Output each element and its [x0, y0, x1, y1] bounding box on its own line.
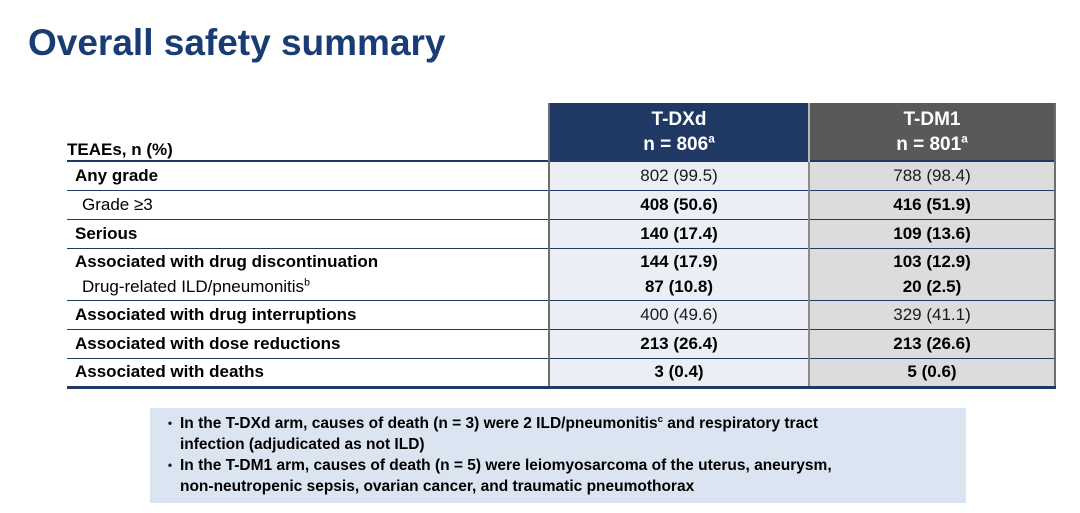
- row-drug-interruptions: Associated with drug interruptions 400 (…: [67, 300, 1056, 329]
- tdxd-value: 213 (26.4): [548, 329, 809, 358]
- bullet-icon: •: [167, 416, 173, 430]
- row-label: Serious: [67, 219, 549, 248]
- footnote-marker-a: a: [961, 132, 968, 146]
- row-grade-ge3: Grade ≥3 408 (50.6) 416 (51.9): [67, 190, 1056, 219]
- row-label: Any grade: [67, 161, 549, 190]
- row-any-grade: Any grade 802 (99.5) 788 (98.4): [67, 161, 1056, 190]
- tdm1-value: 788 (98.4): [808, 161, 1056, 190]
- column-header-tdxd: T-DXd n = 806a: [548, 103, 809, 161]
- page-title: Overall safety summary: [28, 22, 446, 63]
- tdxd-value: 802 (99.5): [548, 161, 809, 190]
- row-label: Grade ≥3: [67, 190, 549, 219]
- note-bullet-tdm1: • In the T-DM1 arm, causes of death (n =…: [160, 455, 952, 497]
- tdxd-value: 3 (0.4): [548, 358, 809, 387]
- death-causes-note-box: • In the T-DXd arm, causes of death (n =…: [150, 408, 966, 503]
- footnote-marker-a: a: [708, 132, 715, 146]
- tdm1-drug-name: T-DM1: [903, 108, 961, 130]
- tdxd-drug-name: T-DXd: [651, 108, 707, 130]
- tdm1-value: 416 (51.9): [808, 190, 1056, 219]
- tdm1-value: 109 (13.6): [808, 219, 1056, 248]
- row-label: Associated with deaths: [67, 358, 549, 387]
- tdm1-value: 213 (26.6): [808, 329, 1056, 358]
- tdxd-n-count: n = 806a: [643, 132, 715, 155]
- safety-summary-table: TEAEs, n (%) T-DXd n = 806a T-DM1 n = 80…: [67, 103, 1056, 389]
- table-corner-label: TEAEs, n (%): [67, 103, 549, 161]
- tdxd-value: 144 (17.9) 87 (10.8): [548, 248, 809, 300]
- tdm1-n-count: n = 801a: [896, 132, 968, 155]
- bullet-icon: •: [167, 458, 173, 472]
- tdxd-value: 400 (49.6): [548, 300, 809, 329]
- table-header-row: TEAEs, n (%) T-DXd n = 806a T-DM1 n = 80…: [67, 103, 1056, 161]
- tdm1-value: 5 (0.6): [808, 358, 1056, 387]
- tdm1-value: 329 (41.1): [808, 300, 1056, 329]
- row-serious: Serious 140 (17.4) 109 (13.6): [67, 219, 1056, 248]
- footnote-marker-b: b: [304, 276, 310, 289]
- row-deaths: Associated with deaths 3 (0.4) 5 (0.6): [67, 358, 1056, 387]
- row-label: Associated with dose reductions: [67, 329, 549, 358]
- row-label: Associated with drug interruptions: [67, 300, 549, 329]
- column-header-tdm1: T-DM1 n = 801a: [808, 103, 1056, 161]
- tdxd-value: 408 (50.6): [548, 190, 809, 219]
- row-label: Associated with drug discontinuation Dru…: [67, 248, 549, 300]
- footnote-marker-c: c: [657, 413, 663, 425]
- note-text: In the T-DM1 arm, causes of death (n = 5…: [180, 457, 832, 495]
- row-drug-discontinuation: Associated with drug discontinuation Dru…: [67, 248, 1056, 300]
- note-bullet-tdxd: • In the T-DXd arm, causes of death (n =…: [160, 413, 952, 455]
- tdxd-value: 140 (17.4): [548, 219, 809, 248]
- note-text: In the T-DXd arm, causes of death (n = 3…: [180, 413, 818, 453]
- tdm1-value: 103 (12.9) 20 (2.5): [808, 248, 1056, 300]
- row-dose-reductions: Associated with dose reductions 213 (26.…: [67, 329, 1056, 358]
- row-sublabel: Drug-related ILD/pneumonitisb: [82, 276, 310, 296]
